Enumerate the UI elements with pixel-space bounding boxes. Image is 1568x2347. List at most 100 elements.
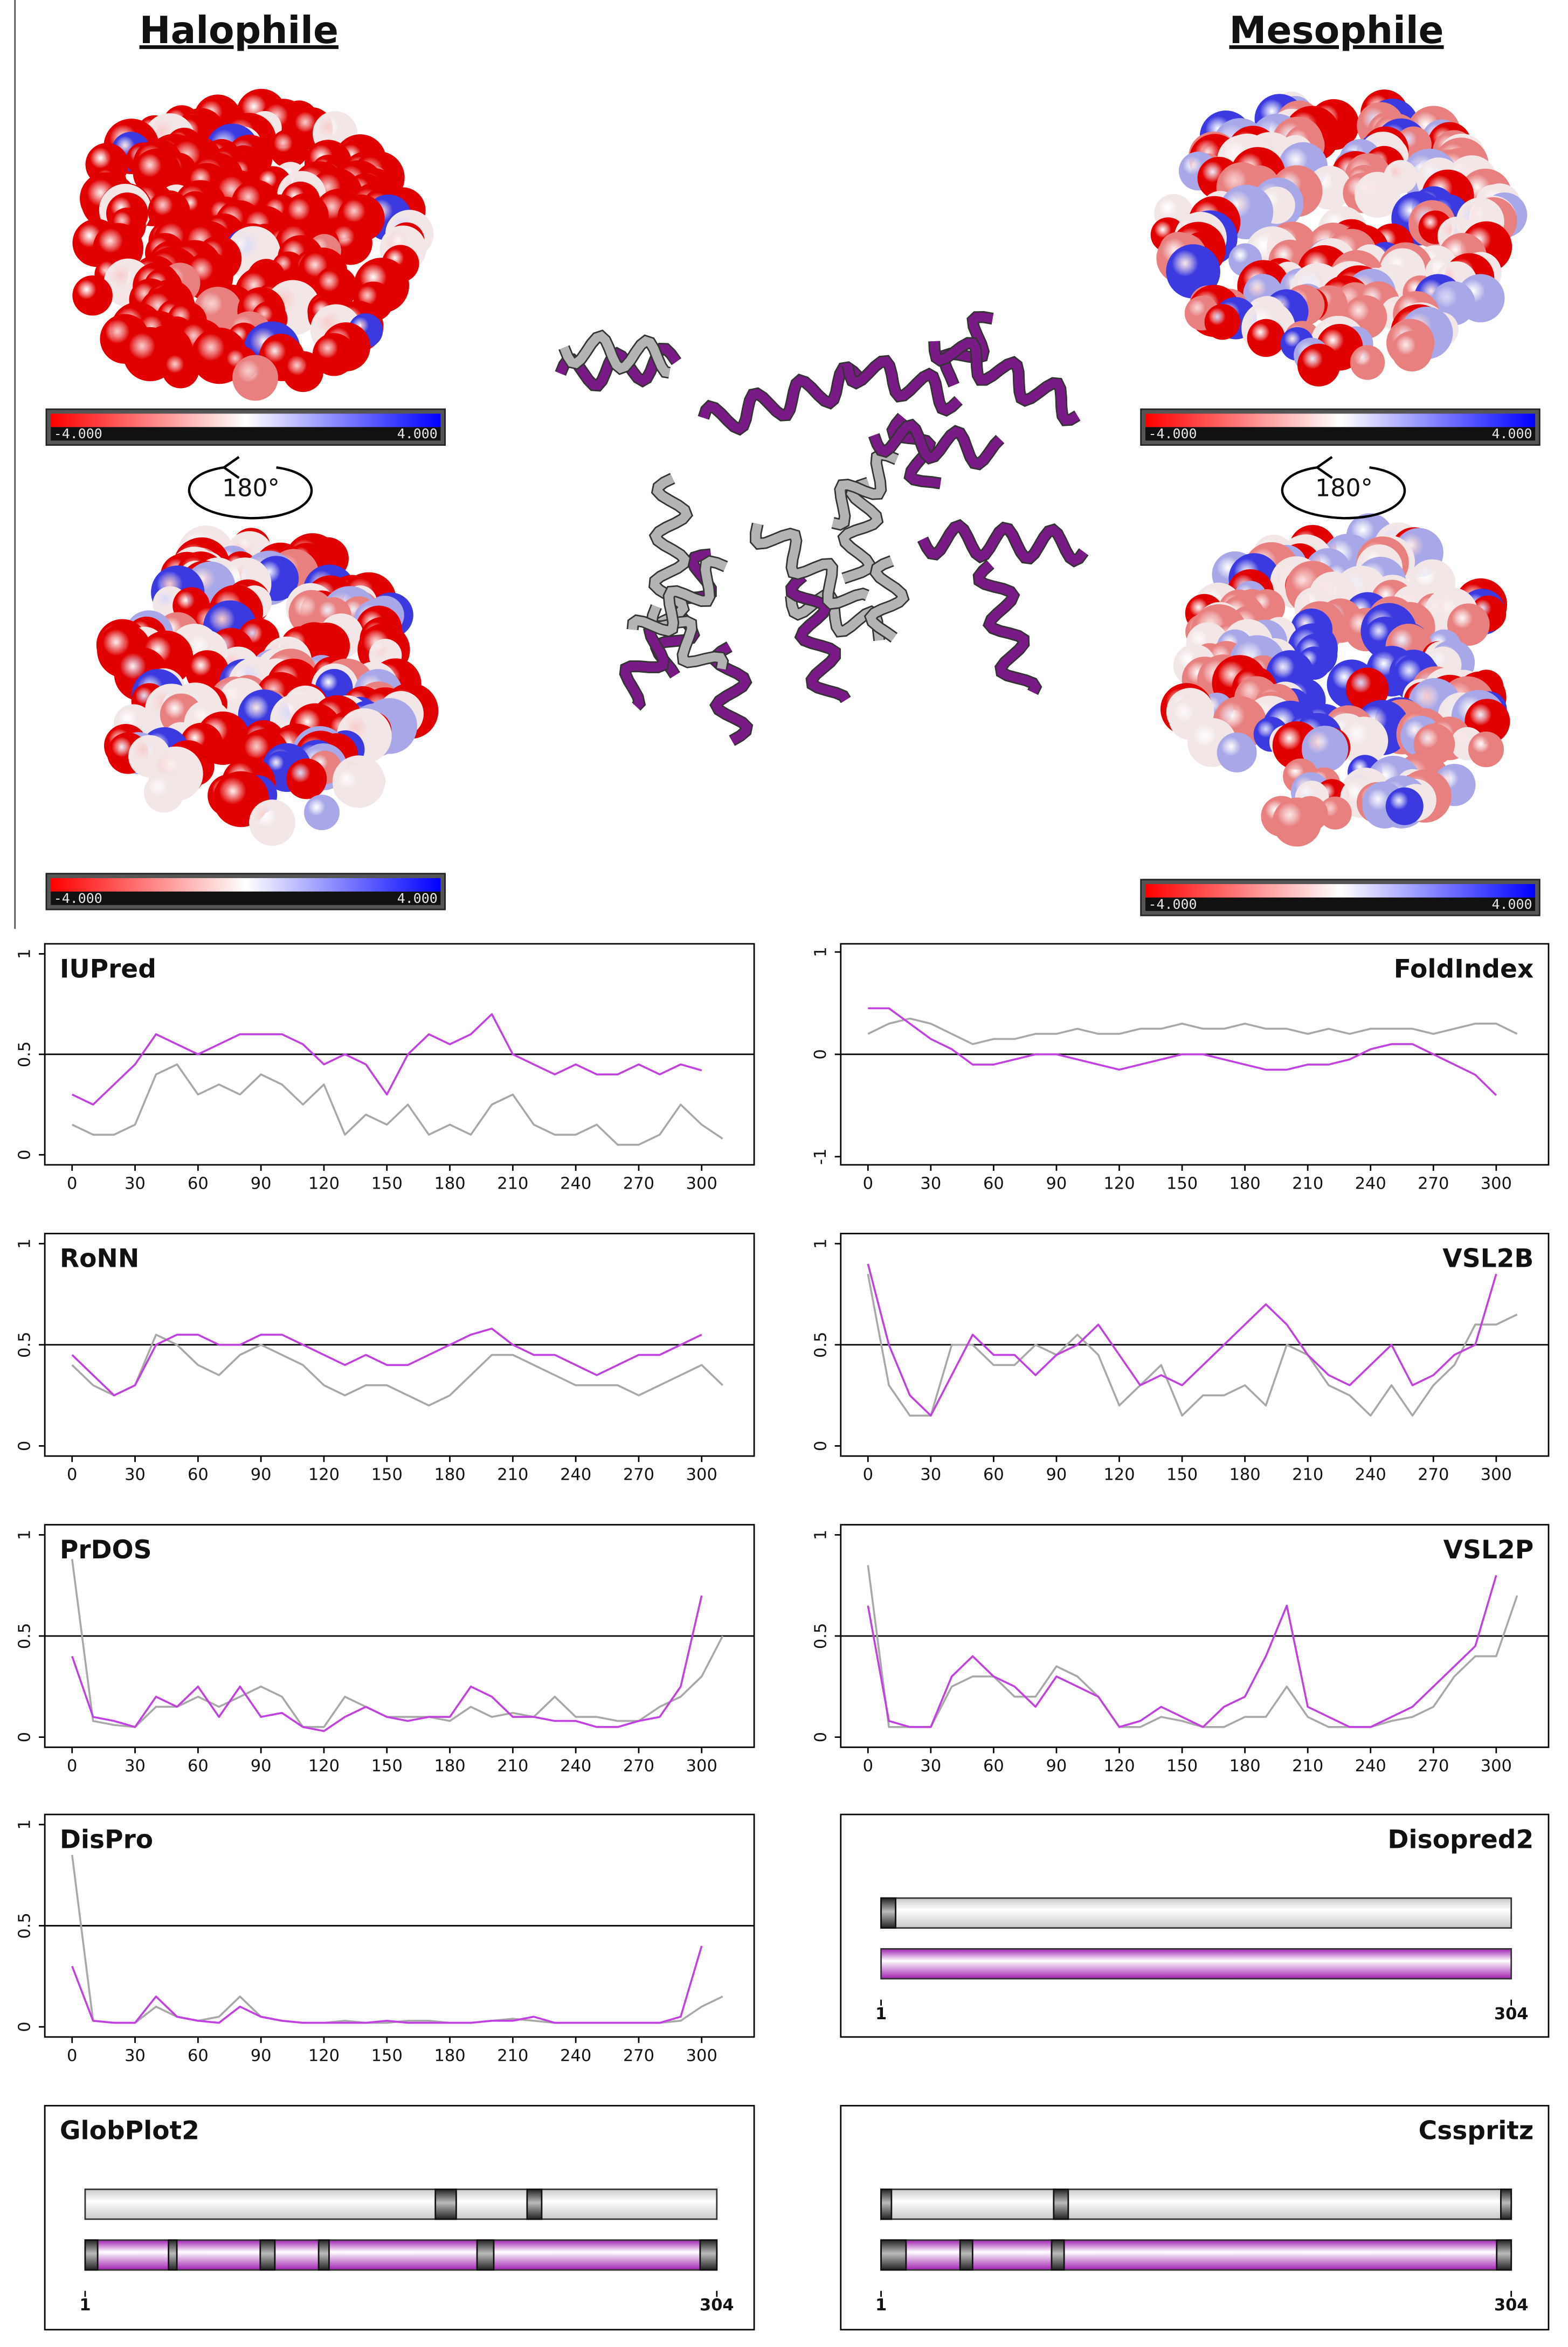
x-tick-label: 304: [1494, 2296, 1529, 2315]
halophile-title: Halophile: [140, 9, 339, 52]
panel-title: VSL2B: [1442, 1244, 1534, 1274]
surface-atom: [1301, 726, 1349, 772]
y-tick-label: 0.5: [16, 1623, 34, 1649]
rotation-label: 180°: [1315, 475, 1373, 502]
x-tick-label: 270: [1418, 1466, 1449, 1485]
x-tick-label: 150: [1166, 1174, 1198, 1193]
colorbar-label: -4.000: [1148, 896, 1197, 912]
x-tick-label: 240: [1355, 1174, 1386, 1193]
x-tick-label: 300: [1481, 1466, 1512, 1485]
x-tick-label: 210: [497, 1466, 528, 1485]
x-tick-label: 180: [434, 1466, 465, 1485]
x-tick-label: 90: [251, 1174, 272, 1193]
series-line: [71, 1334, 723, 1407]
colorbar-base: [51, 427, 441, 441]
series-line: [867, 1565, 1518, 1728]
disordered-region: [434, 2189, 457, 2220]
ribbon-structure: [555, 311, 1089, 746]
x-tick-label: 240: [560, 1174, 591, 1193]
panel-title: Disopred2: [1387, 1825, 1534, 1854]
x-tick-label: 60: [188, 2046, 209, 2065]
x-tick-label: 120: [1103, 1757, 1135, 1776]
helix: [843, 356, 962, 415]
disordered-region: [880, 2239, 907, 2271]
colorbar-base: [1145, 898, 1536, 911]
protein-bar: [84, 2189, 718, 2220]
y-tick-label: 1: [16, 1238, 34, 1248]
x-tick-label: 120: [1103, 1466, 1135, 1485]
x-tick-label: 300: [686, 1757, 717, 1776]
helix: [699, 363, 864, 434]
colorbar-base: [1145, 427, 1536, 441]
x-tick-label: 270: [1418, 1757, 1449, 1776]
y-tick-label: -1: [811, 1149, 830, 1165]
helix: [786, 572, 850, 702]
colorbar: -4.000 4.000: [45, 873, 446, 910]
y-tick-label: 0.5: [811, 1623, 830, 1649]
disordered-region: [168, 2239, 178, 2271]
x-tick-label: 30: [125, 2046, 146, 2065]
disordered-region: [699, 2239, 718, 2271]
panel-title: GlobPlot2: [60, 2116, 199, 2146]
disordered-region: [84, 2239, 99, 2271]
x-tick-label: 180: [434, 1174, 465, 1193]
y-tick-label: 1: [811, 1530, 830, 1540]
x-tick-label: 30: [125, 1174, 146, 1193]
disordered-region: [476, 2239, 495, 2271]
series-line: [867, 1274, 1518, 1417]
rotation-arrow: [1281, 466, 1406, 520]
disordered-region: [317, 2239, 330, 2271]
x-tick-label: 210: [1292, 1174, 1323, 1193]
x-tick-label: 240: [1355, 1466, 1386, 1485]
surface-atom: [1391, 330, 1433, 372]
y-tick-label: 0: [16, 1150, 34, 1160]
x-tick-label: 150: [371, 1174, 403, 1193]
x-tick-label: 180: [1229, 1174, 1261, 1193]
surface-atom: [1272, 797, 1322, 847]
x-tick-label: 300: [686, 1174, 717, 1193]
x-tick-label: 150: [371, 1757, 403, 1776]
x-tick-label: 240: [560, 1757, 591, 1776]
helix: [869, 420, 1004, 469]
x-tick-label: 150: [371, 1466, 403, 1485]
disordered-region: [880, 2189, 893, 2220]
rotation-arrow: [188, 466, 313, 520]
x-tick-label: 0: [863, 1757, 873, 1776]
colorbar-label: -4.000: [54, 891, 102, 906]
x-tick-label: 120: [308, 1174, 340, 1193]
x-tick-label: 240: [560, 1466, 591, 1485]
series-line: [71, 1945, 703, 2024]
x-tick-label: 304: [1494, 2005, 1529, 2024]
x-tick-label: 60: [188, 1466, 209, 1485]
colorbar-label: 4.000: [397, 891, 438, 906]
colorbar-base: [51, 891, 441, 905]
x-tick-label: 0: [67, 1466, 77, 1485]
helix: [929, 338, 1080, 425]
x-tick-label: 300: [1481, 1757, 1512, 1776]
surface-atom: [1217, 732, 1257, 772]
x-tick-label: 270: [623, 1757, 654, 1776]
y-tick-label: 1: [16, 949, 34, 959]
x-tick-label: 0: [863, 1174, 873, 1193]
helix: [974, 561, 1041, 695]
disordered-region: [259, 2239, 276, 2271]
x-tick-label: 90: [251, 1466, 272, 1485]
panel-title: PrDOS: [60, 1535, 152, 1565]
surface-atom: [1385, 787, 1424, 825]
rotation-indicator: 180°: [1281, 455, 1406, 520]
surface-atom: [232, 355, 279, 401]
protein-surface: [96, 525, 439, 846]
panel-title: Csspritz: [1419, 2116, 1534, 2146]
surface-atom: [1354, 171, 1401, 218]
x-tick-label: 150: [371, 2046, 403, 2065]
x-tick-label: 30: [920, 1174, 941, 1193]
helix: [751, 523, 869, 609]
x-tick-label: 0: [67, 1757, 77, 1776]
y-tick-label: 0: [811, 1732, 830, 1742]
colorbar-gradient: [1145, 884, 1536, 898]
surface-atom: [1345, 667, 1389, 711]
colorbar: -4.000 4.000: [45, 408, 446, 446]
x-tick-label: 210: [1292, 1757, 1323, 1776]
surface-atom: [1297, 343, 1341, 386]
arrow-head: [223, 455, 240, 479]
